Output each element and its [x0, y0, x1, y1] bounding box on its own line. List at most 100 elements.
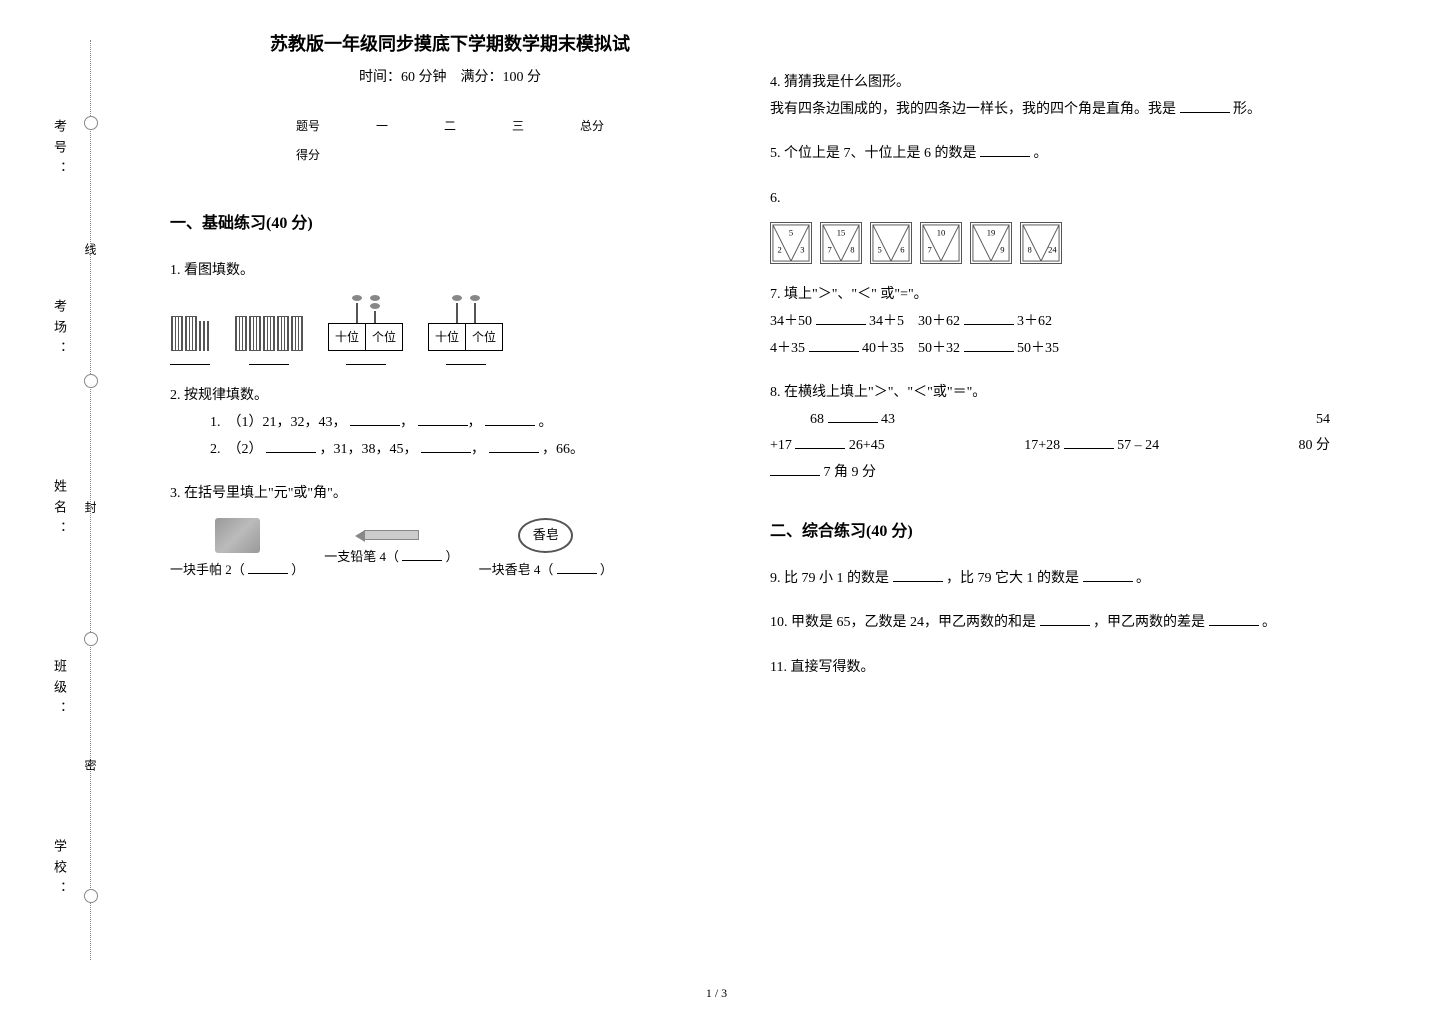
blank-fill	[557, 560, 597, 574]
svg-text:7: 7	[827, 245, 832, 255]
blank-fill	[446, 351, 486, 365]
blank-fill	[266, 439, 316, 453]
cut-circle-icon	[84, 632, 98, 646]
cut-circle-icon	[84, 116, 98, 130]
question-7: 7. 填上"＞"、"＜" 或"="。 34＋50 34＋5 30＋62 3＋62…	[770, 282, 1330, 362]
q8-line-3: 7 角 9 分	[770, 460, 1330, 487]
tens-label: 十位	[429, 324, 466, 351]
svg-text:3: 3	[800, 245, 804, 255]
q4-body: 我有四条边围成的，我的四条边一样长，我的四个角是直角。我是 形。	[770, 97, 1330, 124]
blank-fill	[1040, 612, 1090, 626]
question-10: 10. 甲数是 65，乙数是 24，甲乙两数的和是 ，甲乙两数的差是 。	[770, 610, 1330, 637]
blank-fill	[828, 409, 878, 423]
q6-triangles: 5 2 3 15 7 8 5 6 10 7	[770, 222, 1330, 264]
pencil-item: 一支铅笔 4（ ）	[324, 530, 458, 570]
blank-fill	[346, 351, 386, 365]
exam-number-label: 考号：	[50, 119, 69, 182]
svg-text:5: 5	[877, 245, 881, 255]
exam-title: 苏教版一年级同步摸底下学期数学期末模拟试	[170, 30, 730, 56]
question-2: 2. 按规律填数。 1. （1）21，32，43， ， ， 。 2. （2） ，…	[170, 383, 730, 463]
q7-text: 7. 填上"＞"、"＜" 或"="。	[770, 282, 1330, 309]
q4-text: 4. 猜猜我是什么图形。	[770, 70, 1330, 97]
cut-text-3: 密	[82, 759, 99, 777]
page-number: 1 / 3	[706, 986, 727, 1001]
q8-line-2: +17 26+45 17+28 57 – 24 80 分	[770, 433, 1330, 460]
binding-margin-labels: 考号： 考场： 姓名： 班级： 学校：	[50, 60, 69, 960]
school-label: 学校：	[50, 839, 69, 902]
name-label: 姓名：	[50, 479, 69, 542]
q3-items: 一块手帕 2（ ） 一支铅笔 4（ ） 香皂 一块	[170, 518, 730, 583]
soap-item: 香皂 一块香皂 4（ ）	[479, 518, 613, 583]
page-content: 苏教版一年级同步摸底下学期数学期末模拟试 时间：60 分钟 满分：100 分 题…	[150, 30, 1400, 970]
header-cell: 一	[348, 111, 416, 140]
ones-label: 个位	[466, 324, 502, 351]
triangle-box: 10 7	[920, 222, 962, 264]
cut-circle-icon	[84, 889, 98, 903]
cut-line-labels: 线 封 密	[82, 60, 99, 960]
blank-fill	[980, 143, 1030, 157]
handkerchief-icon	[215, 518, 260, 553]
counting-sticks-2	[235, 316, 303, 365]
question-3: 3. 在括号里填上"元"或"角"。 一块手帕 2（ ） 一支铅笔 4（ ）	[170, 481, 730, 582]
q2-item-1: 1. （1）21，32，43， ， ， 。	[170, 410, 730, 437]
handkerchief-item: 一块手帕 2（ ）	[170, 518, 304, 583]
question-9: 9. 比 79 小 1 的数是 ，比 79 它大 1 的数是 。	[770, 566, 1330, 593]
q3-text: 3. 在括号里填上"元"或"角"。	[170, 481, 730, 508]
blank-fill	[893, 568, 943, 582]
score-table: 题号 一 二 三 总分 得分	[268, 111, 632, 169]
triangle-box: 5 6	[870, 222, 912, 264]
cut-text-2: 封	[82, 501, 99, 519]
header-cell: 二	[416, 111, 484, 140]
cut-circle-icon	[84, 374, 98, 388]
question-1: 1. 看图填数。	[170, 258, 730, 365]
q1-images: 十位 个位 十位 个位	[170, 295, 730, 366]
svg-text:8: 8	[850, 245, 854, 255]
svg-text:19: 19	[987, 228, 996, 238]
row-label: 得分	[268, 140, 348, 169]
blank-fill	[1064, 435, 1114, 449]
blank-fill	[770, 462, 820, 476]
header-cell: 题号	[268, 111, 348, 140]
svg-text:2: 2	[777, 245, 781, 255]
blank-fill	[795, 435, 845, 449]
score-cell	[416, 140, 484, 169]
class-label: 班级：	[50, 659, 69, 722]
question-4: 4. 猜猜我是什么图形。 我有四条边围成的，我的四条边一样长，我的四个角是直角。…	[770, 70, 1330, 123]
svg-text:10: 10	[937, 228, 946, 238]
score-cell	[552, 140, 632, 169]
pencil-icon	[364, 530, 419, 540]
q7-line-1: 34＋50 34＋5 30＋62 3＋62	[770, 309, 1330, 336]
triangle-box: 19 9	[970, 222, 1012, 264]
svg-text:15: 15	[837, 228, 846, 238]
blank-fill	[1209, 612, 1259, 626]
svg-text:6: 6	[900, 245, 905, 255]
exam-subtitle: 时间：60 分钟 满分：100 分	[170, 66, 730, 86]
counting-sticks-1	[170, 316, 210, 365]
blank-fill	[248, 560, 288, 574]
header-cell: 三	[484, 111, 552, 140]
blank-fill	[1083, 568, 1133, 582]
q2-item-2: 2. （2） ，31，38，45， ， ，66。	[170, 437, 730, 464]
triangle-box: 8 24	[1020, 222, 1062, 264]
right-column: 4. 猜猜我是什么图形。 我有四条边围成的，我的四条边一样长，我的四个角是直角。…	[750, 30, 1350, 970]
triangle-box: 15 7 8	[820, 222, 862, 264]
tens-label: 十位	[329, 324, 366, 351]
q8-text: 8. 在横线上填上"＞"、"＜"或"＝"。	[770, 380, 1330, 407]
blank-fill	[350, 412, 400, 426]
blank-fill	[489, 439, 539, 453]
score-cell	[484, 140, 552, 169]
q7-line-2: 4＋35 40＋35 50＋32 50＋35	[770, 336, 1330, 363]
blank-fill	[964, 338, 1014, 352]
q1-text: 1. 看图填数。	[170, 258, 730, 285]
section-2-title: 二、综合练习(40 分)	[770, 517, 1330, 541]
question-5: 5. 个位上是 7、十位上是 6 的数是 。	[770, 141, 1330, 168]
blank-fill	[249, 351, 289, 365]
question-6: 6. 5 2 3 15 7 8 5 6	[770, 186, 1330, 265]
q6-text: 6.	[770, 186, 1330, 213]
ones-label: 个位	[366, 324, 402, 351]
table-row: 题号 一 二 三 总分	[268, 111, 632, 140]
section-1-title: 一、基础练习(40 分)	[170, 209, 730, 233]
cut-text-1: 线	[82, 243, 99, 261]
abacus-1: 十位 个位	[328, 295, 403, 366]
score-cell	[348, 140, 416, 169]
